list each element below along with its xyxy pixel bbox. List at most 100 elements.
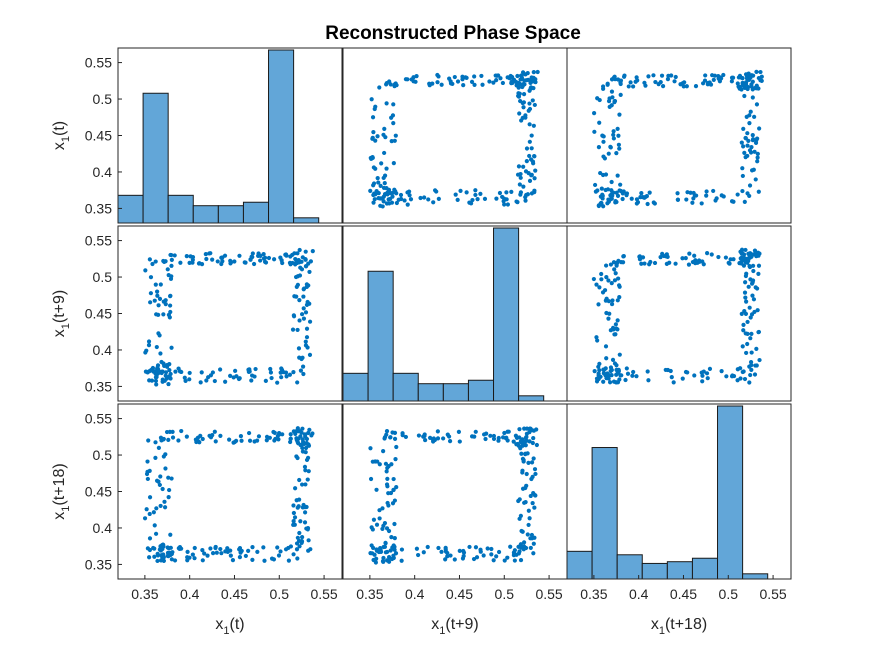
- scatter-point: [218, 546, 223, 552]
- scatter-point: [292, 251, 297, 256]
- scatter-point: [384, 469, 389, 474]
- scatter-point: [375, 134, 380, 139]
- scatter-point: [308, 547, 313, 552]
- scatter-point: [416, 433, 422, 438]
- scatter-point: [225, 546, 230, 551]
- scatter-point: [688, 190, 693, 195]
- scatter-point: [383, 461, 389, 466]
- y-tick-label: 0.5: [93, 447, 113, 463]
- histogram-bar: [442, 383, 469, 401]
- scatter-point: [611, 260, 617, 265]
- scatter-point: [735, 378, 740, 383]
- scatter-point: [749, 254, 754, 259]
- scatter-point: [610, 298, 615, 303]
- scatter-point: [611, 136, 616, 141]
- scatter-point: [493, 73, 498, 78]
- scatter-point: [718, 75, 723, 80]
- scatter-point: [597, 368, 602, 373]
- scatter-point: [755, 155, 760, 160]
- scatter-point: [196, 439, 201, 444]
- scatter-point: [381, 523, 386, 528]
- scatter-point: [447, 439, 453, 444]
- scatter-point: [443, 547, 448, 552]
- scatter-point: [381, 555, 386, 561]
- scatter-point: [368, 188, 373, 193]
- scatter-point: [299, 312, 305, 317]
- scatter-point: [741, 322, 746, 327]
- scatter-point: [605, 375, 610, 380]
- scatter-point: [445, 554, 450, 559]
- scatter-point: [600, 290, 606, 295]
- scatter-point: [747, 364, 752, 369]
- scatter-point: [453, 192, 458, 197]
- panel-content: [118, 49, 320, 223]
- scatter-point: [166, 495, 171, 500]
- scatter-point: [487, 79, 492, 84]
- scatter-point: [749, 331, 754, 336]
- scatter-point: [299, 482, 305, 487]
- scatter-point: [755, 308, 760, 313]
- scatter-point: [414, 546, 420, 551]
- scatter-point: [531, 123, 536, 128]
- scatter-point: [524, 483, 529, 488]
- scatter-point: [379, 161, 384, 166]
- scatter-point: [439, 82, 444, 87]
- scatter-point: [531, 435, 536, 441]
- scatter-point: [246, 430, 252, 436]
- scatter-point: [467, 544, 472, 550]
- scatter-point: [155, 553, 161, 558]
- scatter-point: [392, 536, 397, 541]
- scatter-point: [748, 372, 753, 378]
- scatter-point: [518, 557, 524, 563]
- scatter-point: [215, 259, 220, 264]
- scatter-point: [144, 348, 149, 353]
- scatter-point: [380, 506, 385, 511]
- scatter-point: [742, 93, 747, 99]
- scatter-point: [743, 135, 748, 141]
- scatter-point: [601, 371, 606, 376]
- x-tick-label: 0.45: [446, 586, 473, 602]
- scatter-point: [394, 200, 399, 206]
- scatter-point: [752, 114, 757, 119]
- y-tick-label: 0.35: [85, 200, 112, 216]
- scatter-point: [467, 200, 472, 205]
- scatter-point: [664, 254, 669, 259]
- scatter-point: [166, 437, 171, 442]
- scatter-point: [669, 374, 674, 380]
- scatter-point: [393, 133, 398, 138]
- scatter-point: [599, 271, 604, 277]
- scatter-point: [742, 376, 748, 382]
- scatter-point: [523, 443, 528, 448]
- scatter-point: [373, 192, 378, 197]
- scatter-point: [472, 434, 477, 439]
- scatter-point: [527, 139, 532, 144]
- scatter-point: [272, 257, 277, 262]
- scatter-point: [595, 188, 600, 193]
- scatter-point: [488, 433, 493, 438]
- scatter-point: [279, 375, 284, 380]
- scatter-point: [300, 437, 305, 442]
- scatter-point: [157, 482, 162, 488]
- scatter-point: [385, 190, 390, 195]
- scatter-point: [681, 84, 686, 89]
- scatter-point: [532, 190, 537, 195]
- scatter-point: [500, 435, 506, 440]
- scatter-point: [743, 273, 749, 279]
- scatter-point: [269, 375, 274, 381]
- scatter-point: [299, 430, 304, 435]
- scatter-point: [675, 197, 681, 202]
- scatter-point: [288, 254, 293, 259]
- scatter-point: [184, 434, 189, 439]
- scatter-point: [403, 77, 409, 82]
- scatter-point: [390, 430, 395, 435]
- scatter-point: [382, 126, 387, 131]
- scatter-point: [524, 426, 530, 431]
- scatter-point: [524, 434, 529, 440]
- scatter-point: [527, 516, 532, 521]
- scatter-point: [200, 558, 205, 563]
- scatter-point: [208, 251, 213, 256]
- scatter-point: [742, 150, 747, 155]
- scatter-point: [297, 260, 302, 265]
- x-tick-label: 0.4: [180, 586, 200, 602]
- scatter-point: [746, 77, 752, 83]
